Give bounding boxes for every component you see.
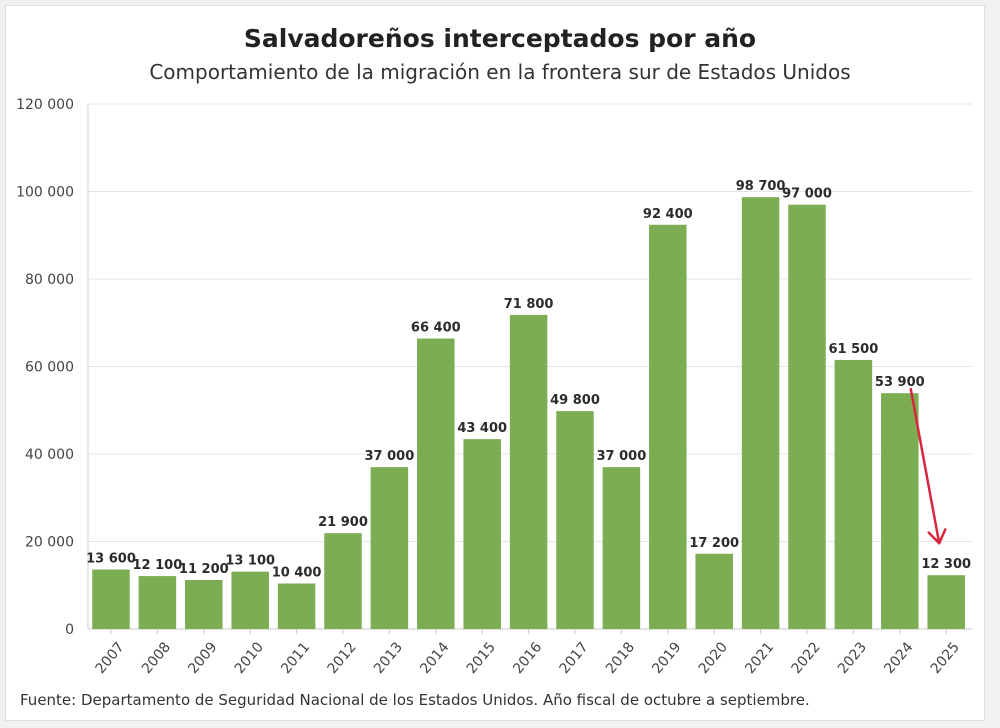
x-tick-labels: 2007 2008 2009 2010 2011 2012 2013 2014 2015 2016… — [93, 639, 963, 677]
data-label: 53 900 — [875, 375, 925, 390]
x-tick-label: 2008 — [139, 639, 174, 677]
data-label: 17 200 — [689, 536, 739, 551]
chart-subtitle: Comportamiento de la migración en la fro… — [149, 60, 851, 84]
data-label: 37 000 — [365, 449, 415, 464]
data-label: 13 600 — [86, 552, 136, 567]
annotation — [909, 387, 947, 545]
data-label: 21 900 — [318, 515, 368, 530]
y-tick-label: 120 000 — [16, 97, 74, 113]
y-tick-label: 40 000 — [25, 447, 74, 463]
bar — [556, 411, 594, 629]
bar — [463, 439, 501, 629]
data-label: 12 100 — [133, 558, 183, 573]
data-label: 92 400 — [643, 207, 693, 222]
x-tick-label: 2017 — [557, 639, 592, 677]
y-tick-labels: 0 20 000 40 000 60 000 80 000 100 000 120 000 — [16, 97, 74, 638]
x-tick-label: 2010 — [232, 639, 267, 677]
y-tick-label: 80 000 — [25, 272, 74, 288]
x-tick-label: 2014 — [417, 639, 452, 677]
x-tick-label: 2022 — [789, 639, 824, 677]
data-label: 66 400 — [411, 321, 461, 336]
data-label: 71 800 — [504, 297, 554, 312]
bar — [788, 204, 826, 629]
annotation-arrow-shaft — [909, 387, 941, 545]
chart-title: Salvadoreños interceptados por año — [243, 24, 757, 53]
bar — [138, 576, 177, 629]
y-tick-label: 20 000 — [25, 535, 74, 551]
data-label: 11 200 — [179, 562, 229, 577]
x-tick-label: 2015 — [464, 639, 499, 677]
bar — [92, 569, 130, 629]
data-label: 98 700 — [736, 179, 786, 194]
bar — [231, 571, 269, 629]
bar — [185, 580, 223, 629]
x-tick-label: 2020 — [696, 639, 731, 677]
bar — [417, 338, 455, 629]
source-note: Fuente: Departamento de Seguridad Nacion… — [20, 691, 810, 709]
bar — [277, 583, 316, 629]
bar — [602, 467, 641, 629]
annotation-arrow-head — [927, 528, 947, 545]
x-tick-label: 2018 — [603, 639, 638, 677]
x-tick-label: 2021 — [742, 639, 777, 677]
data-label: 61 500 — [829, 342, 879, 357]
bar — [927, 575, 965, 629]
y-tick-label: 100 000 — [16, 185, 74, 201]
bar — [834, 359, 873, 629]
x-tick-label: 2024 — [881, 639, 916, 677]
x-tick-label: 2019 — [649, 639, 684, 677]
data-label: 97 000 — [782, 187, 832, 202]
x-tick-label: 2023 — [835, 639, 870, 677]
data-label: 10 400 — [272, 566, 322, 581]
data-label: 37 000 — [597, 449, 647, 464]
x-tick-label: 2007 — [93, 639, 128, 677]
y-tick-label: 0 — [65, 622, 74, 638]
bar — [695, 553, 733, 629]
bar — [881, 393, 919, 629]
bar — [324, 533, 362, 629]
data-label: 43 400 — [457, 421, 507, 436]
x-tick-label: 2016 — [510, 639, 545, 677]
data-label: 13 100 — [225, 554, 275, 569]
data-label: 49 800 — [550, 393, 600, 408]
bar — [370, 467, 409, 629]
x-tick-label: 2011 — [278, 639, 313, 677]
y-tick-label: 60 000 — [25, 360, 74, 376]
x-tick-label: 2013 — [371, 639, 406, 677]
bar — [649, 224, 687, 629]
data-label: 12 300 — [921, 557, 971, 572]
x-tick-label: 2009 — [185, 639, 220, 677]
x-tick-label: 2025 — [928, 639, 963, 677]
bar — [741, 197, 780, 629]
bars — [92, 197, 965, 629]
bar — [509, 314, 548, 629]
x-tick-label: 2012 — [325, 639, 360, 677]
